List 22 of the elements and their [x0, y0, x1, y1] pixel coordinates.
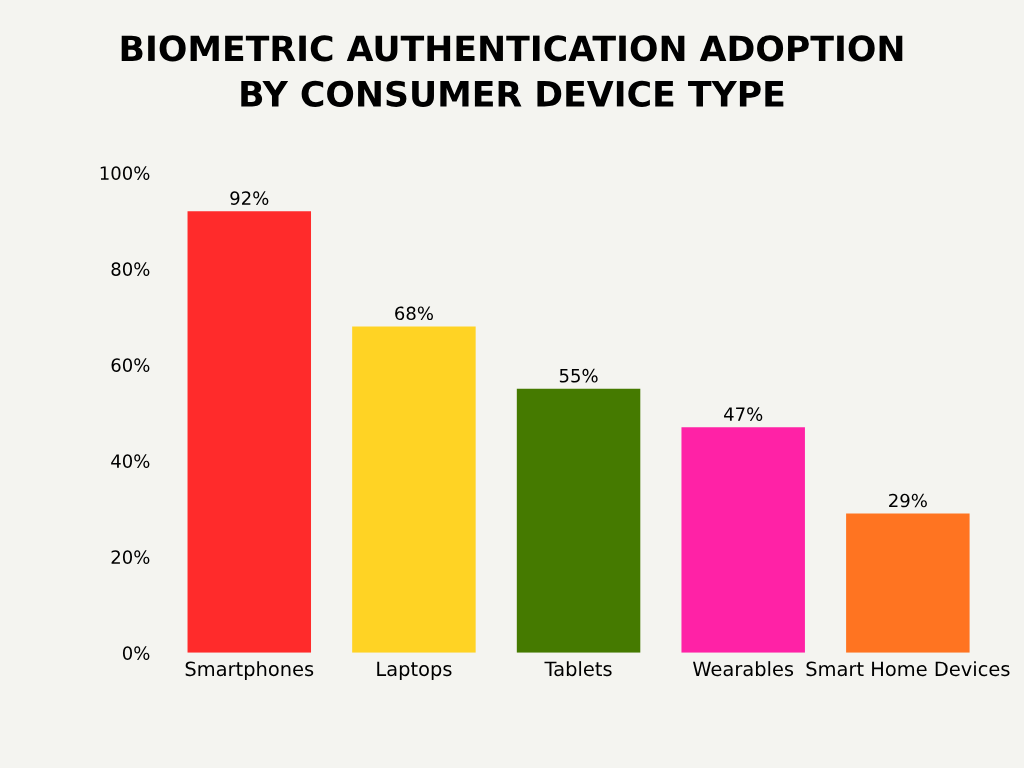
y-tick-label: 80% [111, 262, 150, 276]
data-label: 47% [724, 407, 763, 421]
bar [352, 326, 476, 653]
x-tick-label: Tablets [544, 661, 612, 677]
x-tick-label: Laptops [377, 661, 452, 680]
bar [516, 388, 641, 653]
data-label: 55% [559, 368, 598, 383]
y-tick-label: 0% [122, 646, 150, 660]
y-tick-label: 40% [111, 454, 150, 468]
data-label: 92% [230, 191, 269, 205]
y-tick-label: 100% [100, 166, 150, 180]
data-label: 68% [395, 306, 433, 321]
x-tick-label: Smartphones [185, 661, 314, 680]
bar [681, 427, 805, 653]
y-tick-label: 60% [111, 358, 150, 372]
x-tick-label: Smart Home Devices [806, 661, 1010, 677]
x-tick-label: Wearables [692, 661, 794, 677]
y-tick-label: 20% [111, 550, 150, 564]
bar [187, 211, 312, 653]
bar [846, 513, 970, 653]
data-label: 29% [889, 493, 927, 508]
chart-title: BIOMETRIC AUTHENTICATION ADOPTION BY CONSUMER DEVICE TYPE [121, 35, 903, 107]
